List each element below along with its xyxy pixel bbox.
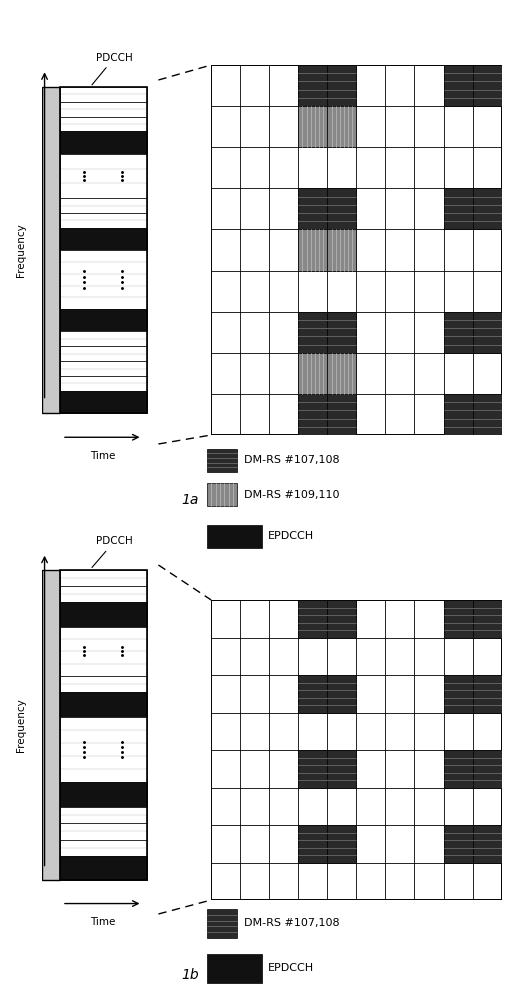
Bar xyxy=(473,825,502,862)
Bar xyxy=(444,394,473,435)
Bar xyxy=(473,675,502,712)
Bar xyxy=(60,228,147,250)
Text: Frequency: Frequency xyxy=(16,698,26,752)
Bar xyxy=(60,676,147,692)
Text: EPDCCH: EPDCCH xyxy=(268,963,314,973)
Text: PDCCH: PDCCH xyxy=(92,53,133,85)
Bar xyxy=(207,449,238,472)
Bar xyxy=(60,376,147,391)
Bar xyxy=(60,87,147,413)
Bar xyxy=(60,131,147,154)
Bar xyxy=(60,602,147,627)
Bar xyxy=(327,750,356,788)
Text: Frequency: Frequency xyxy=(16,223,26,277)
Bar xyxy=(60,117,147,131)
Bar xyxy=(60,391,147,413)
Bar xyxy=(444,675,473,712)
Bar xyxy=(327,825,356,862)
Bar xyxy=(473,750,502,788)
Bar xyxy=(327,394,356,435)
Bar xyxy=(60,361,147,376)
Bar xyxy=(327,353,356,394)
Bar xyxy=(60,692,147,717)
Bar xyxy=(327,312,356,353)
Bar xyxy=(473,394,502,435)
Bar xyxy=(298,353,327,394)
Bar xyxy=(298,825,327,862)
Bar xyxy=(298,65,327,106)
Bar xyxy=(60,570,147,880)
Bar xyxy=(207,525,262,548)
Text: DM-RS #107,108: DM-RS #107,108 xyxy=(243,918,339,928)
Bar xyxy=(298,600,327,638)
Bar xyxy=(207,909,238,938)
Bar xyxy=(207,954,262,983)
Text: Time: Time xyxy=(90,917,116,927)
Bar xyxy=(60,346,147,361)
Bar xyxy=(60,213,147,228)
Bar xyxy=(60,309,147,331)
Bar xyxy=(473,188,502,229)
Bar xyxy=(327,600,356,638)
Bar xyxy=(60,154,147,198)
Bar xyxy=(298,750,327,788)
Bar xyxy=(42,570,60,880)
Bar xyxy=(327,188,356,229)
Bar xyxy=(473,312,502,353)
Bar xyxy=(298,312,327,353)
Bar xyxy=(327,106,356,147)
Bar xyxy=(473,600,502,638)
Text: DM-RS #109,110: DM-RS #109,110 xyxy=(243,490,339,500)
Bar xyxy=(444,825,473,862)
Bar xyxy=(444,600,473,638)
Bar xyxy=(298,675,327,712)
Bar xyxy=(327,65,356,106)
Bar xyxy=(298,229,327,271)
Bar xyxy=(60,840,147,856)
Bar xyxy=(60,856,147,880)
Bar xyxy=(444,750,473,788)
Bar xyxy=(60,823,147,840)
Bar xyxy=(60,807,147,823)
Bar xyxy=(60,570,147,586)
Bar xyxy=(298,188,327,229)
Text: 1a: 1a xyxy=(182,493,199,507)
Bar xyxy=(207,483,238,506)
Bar xyxy=(298,106,327,147)
Text: PDCCH: PDCCH xyxy=(92,536,133,567)
Bar xyxy=(42,87,60,413)
Bar xyxy=(298,394,327,435)
Text: EPDCCH: EPDCCH xyxy=(268,531,314,541)
Bar xyxy=(60,198,147,213)
Bar xyxy=(473,65,502,106)
Text: Time: Time xyxy=(90,451,116,461)
Bar xyxy=(444,188,473,229)
Bar xyxy=(444,65,473,106)
Bar xyxy=(60,250,147,309)
Bar xyxy=(444,312,473,353)
Bar xyxy=(60,627,147,676)
Bar xyxy=(327,675,356,712)
Bar xyxy=(60,87,147,102)
Text: DM-RS #107,108: DM-RS #107,108 xyxy=(243,455,339,465)
Bar xyxy=(327,229,356,271)
Bar xyxy=(60,717,147,782)
Text: 1b: 1b xyxy=(181,968,199,982)
Bar xyxy=(60,331,147,346)
Bar xyxy=(60,782,147,807)
Bar xyxy=(60,586,147,602)
Bar xyxy=(60,102,147,117)
